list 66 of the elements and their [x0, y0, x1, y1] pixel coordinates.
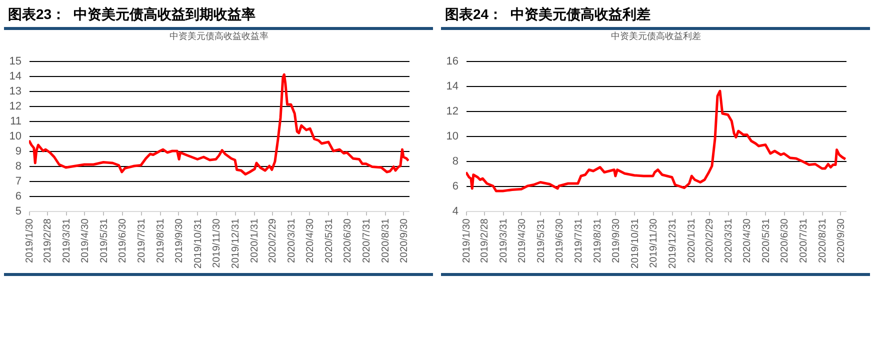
- x-tick-label: 2020/1/31: [686, 218, 698, 263]
- y-tick-label: 14: [446, 80, 458, 92]
- x-tick-label: 2019/5/31: [536, 218, 547, 263]
- x-tick-label: 2020/6/30: [342, 218, 354, 263]
- x-tick-label: 2019/8/31: [592, 218, 604, 263]
- y-tick-label: 4: [452, 206, 458, 218]
- y-tick-label: 12: [446, 106, 458, 118]
- x-tick-label: 2019/7/31: [136, 218, 148, 263]
- y-tick-label: 14: [9, 70, 22, 82]
- x-tick-label: 2020/9/30: [836, 218, 847, 263]
- x-tick-label: 2019/8/31: [155, 218, 166, 263]
- x-tick-label: 2019/5/31: [98, 218, 110, 263]
- y-tick-label: 6: [452, 180, 458, 192]
- x-tick-label: 2019/11/30: [211, 218, 222, 268]
- chart-title: 图表24： 中资美元债高收益利差: [441, 4, 870, 30]
- x-tick-label: 2020/1/31: [250, 218, 261, 263]
- x-tick-label: 2019/11/30: [648, 218, 660, 268]
- x-tick-label: 2019/7/31: [573, 218, 584, 263]
- y-tick-label: 13: [9, 86, 22, 98]
- y-tick-label: 11: [10, 116, 22, 128]
- y-tick-label: 10: [446, 130, 458, 142]
- x-tick-label: 2020/3/31: [723, 218, 734, 263]
- x-tick-label: 2020/7/31: [361, 218, 372, 263]
- y-tick-label: 5: [15, 206, 22, 218]
- x-tick-label: 2019/2/28: [479, 218, 490, 263]
- x-tick-label: 2020/5/31: [324, 218, 335, 263]
- x-tick-label: 2019/12/31: [230, 218, 242, 269]
- x-tick-label: 2020/4/30: [742, 218, 753, 263]
- y-tick-label: 15: [9, 56, 22, 68]
- y-tick-label: 8: [452, 156, 458, 168]
- x-tick-label: 2020/5/31: [760, 218, 772, 263]
- y-tick-label: 6: [15, 190, 22, 202]
- chart-title: 图表23： 中资美元债高收益到期收益率: [4, 4, 433, 30]
- x-tick-label: 2019/1/30: [24, 218, 36, 263]
- x-tick-label: 2019/4/30: [80, 218, 91, 263]
- y-tick-label: 12: [9, 100, 22, 112]
- x-tick-label: 2020/4/30: [304, 218, 316, 263]
- x-tick-label: 2019/12/31: [667, 218, 678, 269]
- y-tick-label: 16: [446, 56, 458, 68]
- x-tick-label: 2019/9/30: [174, 218, 185, 263]
- y-tick-label: 9: [15, 146, 22, 158]
- x-tick-label: 2019/2/28: [42, 218, 54, 263]
- x-tick-label: 2019/3/31: [498, 218, 510, 263]
- line-series: [466, 90, 846, 192]
- x-tick-label: 2019/1/30: [462, 218, 472, 263]
- x-tick-label: 2020/7/31: [798, 218, 810, 263]
- x-tick-label: 2019/10/31: [192, 218, 204, 269]
- y-tick-label: 7: [15, 176, 22, 188]
- x-tick-label: 2020/6/30: [779, 218, 790, 263]
- x-tick-label: 2019/9/30: [610, 218, 622, 263]
- x-tick-label: 2019/4/30: [516, 218, 528, 263]
- chart-subtitle: 中资美元债高收益利差: [611, 31, 701, 42]
- x-tick-label: 2020/2/29: [704, 218, 716, 263]
- x-tick-label: 2020/2/29: [267, 218, 278, 263]
- x-tick-label: 2020/8/31: [818, 218, 829, 263]
- y-tick-label: 10: [9, 130, 22, 142]
- x-tick-label: 2019/3/31: [61, 218, 72, 263]
- line-series: [29, 73, 409, 176]
- x-tick-label: 2019/6/30: [554, 218, 566, 263]
- y-tick-label: 8: [15, 160, 22, 172]
- x-tick-label: 2019/6/30: [117, 218, 128, 263]
- x-tick-label: 2020/3/31: [286, 218, 298, 263]
- x-tick-label: 2020/9/30: [398, 218, 410, 263]
- x-tick-label: 2020/8/31: [380, 218, 392, 263]
- chart-subtitle: 中资美元债高收益收益率: [170, 31, 268, 42]
- x-tick-label: 2019/10/31: [630, 218, 641, 269]
